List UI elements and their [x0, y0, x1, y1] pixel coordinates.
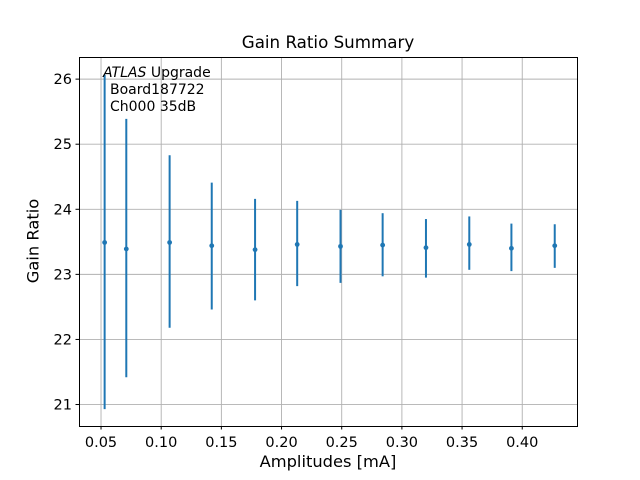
y-axis-label: Gain Ratio — [23, 198, 43, 284]
y-tick-label: 23 — [54, 267, 72, 283]
data-point-marker — [167, 240, 173, 245]
annotation: ATLAS Upgrade Board187722 Ch000 35dB — [103, 65, 211, 116]
data-point-marker — [552, 243, 558, 249]
plot-background — [79, 57, 577, 426]
data-point-marker — [338, 243, 343, 249]
data-point-marker — [509, 245, 514, 251]
annotation-line-channel: Ch000 35dB — [110, 99, 197, 115]
x-tick-label: 0.10 — [145, 435, 177, 451]
data-point-marker — [209, 243, 215, 249]
x-tick-label: 0.40 — [506, 435, 538, 451]
x-tick-label: 0.35 — [446, 435, 478, 451]
data-point-marker — [252, 247, 258, 253]
y-tick-label: 24 — [54, 202, 72, 218]
x-tick-label: 0.30 — [386, 435, 418, 451]
y-tick-label: 26 — [54, 72, 72, 88]
x-tick-label: 0.20 — [265, 435, 297, 451]
annotation-experiment-suffix: Upgrade — [146, 65, 211, 81]
y-tick-label: 22 — [54, 332, 72, 348]
annotation-experiment-name: ATLAS — [103, 65, 147, 81]
data-point-marker — [294, 242, 300, 247]
annotation-line-board: Board187722 — [110, 82, 205, 98]
data-point-marker — [102, 240, 108, 245]
x-axis-label: Amplitudes [mA] — [259, 452, 397, 471]
x-tick-label: 0.25 — [326, 435, 358, 451]
y-tick-label: 21 — [54, 398, 72, 414]
axes-spines — [79, 57, 578, 427]
data-point-marker — [423, 245, 429, 251]
x-tick-label: 0.15 — [205, 435, 237, 451]
data-point-marker — [466, 242, 472, 247]
data-point-marker — [123, 246, 129, 252]
y-tick-label: 25 — [54, 137, 72, 153]
x-tick-label: 0.05 — [85, 435, 117, 451]
chart-title: Gain Ratio Summary — [241, 32, 415, 52]
annotation-line-experiment: ATLAS Upgrade — [103, 65, 211, 82]
data-point-marker — [380, 242, 386, 248]
